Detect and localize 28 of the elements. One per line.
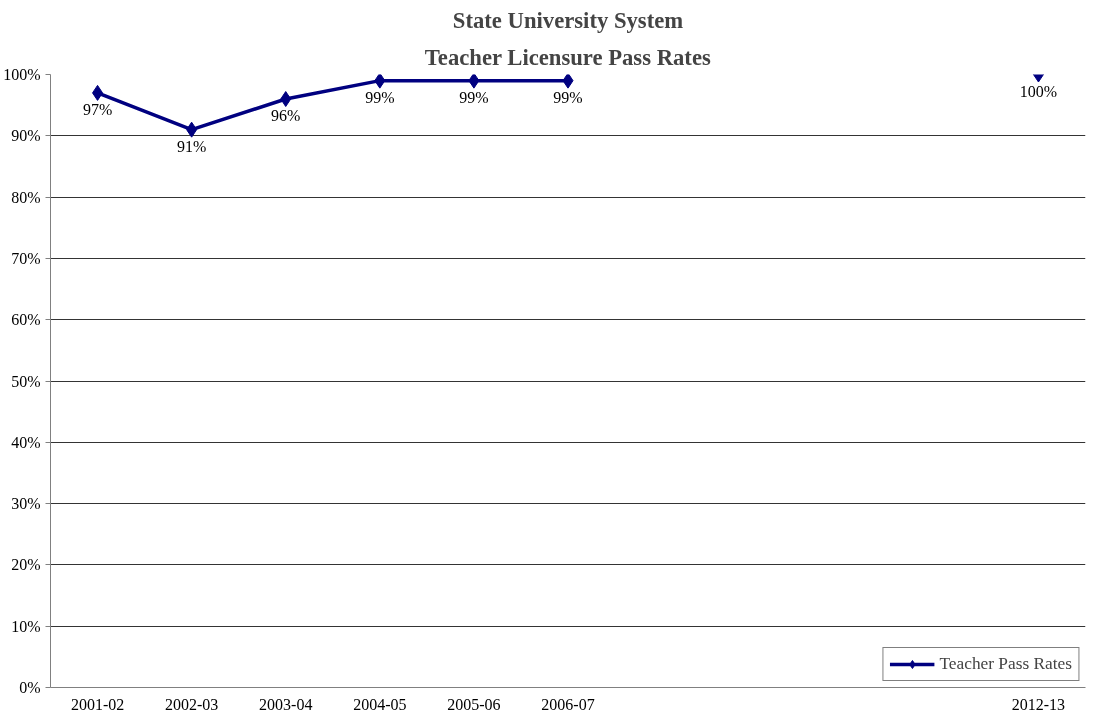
y-tick-label: 80%: [11, 188, 41, 206]
data-label: 96%: [271, 107, 301, 125]
data-label: 99%: [553, 88, 583, 106]
y-tick-label: 50%: [11, 372, 41, 390]
legend-label: Teacher Pass Rates: [939, 654, 1072, 674]
data-label: 99%: [365, 88, 395, 106]
x-tick-label: 2006-07: [541, 695, 595, 713]
y-tick-label: 0%: [19, 679, 41, 696]
data-label: 100%: [1019, 82, 1058, 100]
y-tick-label: 40%: [11, 433, 41, 451]
x-tick-label: 2005-06: [447, 695, 501, 713]
x-tick-label: 2002-03: [164, 695, 219, 713]
data-label: 97%: [82, 100, 113, 118]
x-tick-label: 2012-13: [1011, 695, 1066, 713]
y-tick-label: 30%: [11, 495, 41, 513]
x-tick-label: 2001-02: [70, 695, 125, 713]
chart-title: State University System: [452, 7, 684, 33]
y-tick-label: 20%: [11, 556, 41, 574]
data-label: 91%: [176, 137, 207, 155]
x-tick-label: 2003-04: [259, 695, 313, 713]
y-tick-label: 90%: [11, 127, 41, 145]
y-tick-label: 100%: [3, 66, 41, 83]
chart-subtitle: Teacher Licensure Pass Rates: [424, 44, 711, 70]
y-tick-label: 70%: [11, 249, 41, 267]
y-tick-label: 10%: [11, 617, 41, 635]
y-tick-label: 60%: [11, 311, 41, 329]
x-tick-label: 2004-05: [353, 695, 407, 713]
data-label: 99%: [459, 88, 489, 106]
